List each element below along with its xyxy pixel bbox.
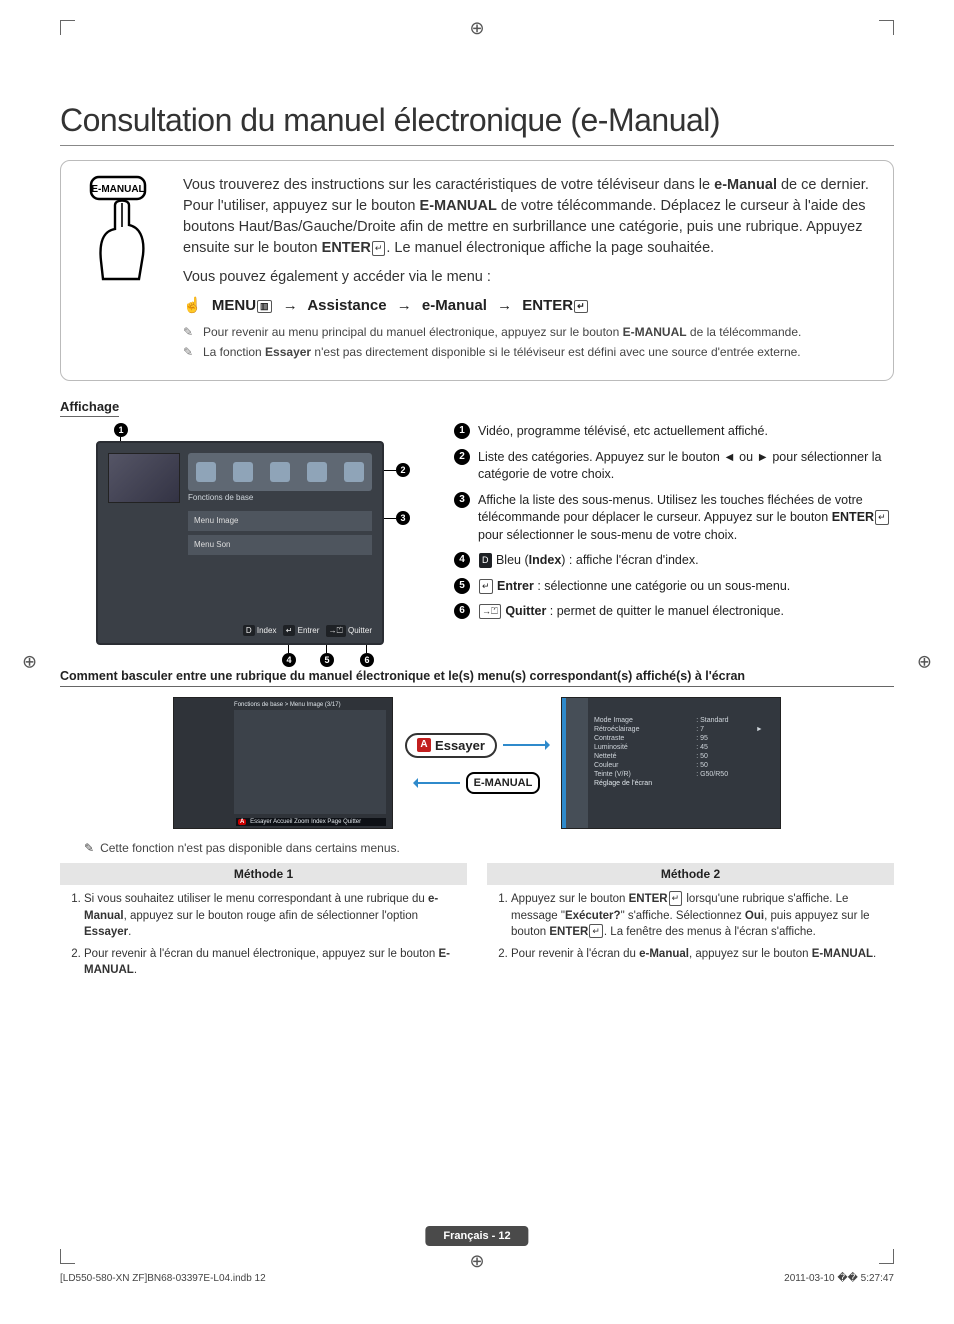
tv-thumbnail (108, 453, 180, 503)
arrow-right-icon (503, 744, 549, 746)
intro-text: Vous trouverez des instructions sur les … (183, 175, 869, 364)
mini-settings-table: Mode Image: Standard Rétroéclairage: 7► … (592, 716, 772, 788)
page-number-badge: Français - 12 (425, 1226, 528, 1246)
callout-4: 4D Bleu (Index) : affiche l'écran d'inde… (454, 552, 894, 570)
display-row: 1 2 3 4 5 6 Fonctions de base Menu Image… (60, 423, 894, 645)
callout-6: 6→⏍ Quitter : permet de quitter le manue… (454, 603, 894, 621)
red-a-icon: A (417, 738, 431, 752)
callout-1: 1Vidéo, programme télévisé, etc actuelle… (454, 423, 894, 441)
footer-file: [LD550-580-XN ZF]BN68-03397E-L04.indb 12 (60, 1273, 266, 1284)
arrow-left-icon (414, 782, 460, 784)
registration-mark-top: ⊕ (469, 18, 484, 39)
tv-submenu-1: Menu Image (188, 511, 372, 531)
title-rule (60, 145, 894, 146)
mini-emanual-screenshot: Fonctions de base > Menu Image (3/17) A … (173, 697, 393, 829)
method2-step2: Pour revenir à l'écran du e-Manual, appu… (511, 946, 894, 962)
tv-diagram-wrap: 1 2 3 4 5 6 Fonctions de base Menu Image… (60, 423, 420, 645)
menu-grid-icon: ▥ (257, 300, 272, 313)
intro-paragraph-2: Vous pouvez également y accéder via le m… (183, 267, 869, 288)
method1-header: Méthode 1 (60, 863, 467, 885)
method2-header: Méthode 2 (487, 863, 894, 885)
note-icon: ✎ (183, 344, 197, 360)
registration-mark-bottom: ⊕ (469, 1251, 484, 1272)
center-buttons: AEssayer E-MANUAL (405, 733, 549, 794)
page-title: Consultation du manuel électronique (e-M… (60, 102, 894, 139)
note-2: ✎ La fonction Essayer n'est pas directem… (183, 344, 869, 360)
enter-icon: ↵ (479, 579, 493, 594)
exit-icon: →⏍ (479, 604, 501, 619)
mini-tv-menu-screenshot: Mode Image: Standard Rétroéclairage: 7► … (561, 697, 781, 829)
methods-row: Si vous souhaitez utiliser le menu corre… (60, 891, 894, 983)
method-headers: Méthode 1 Méthode 2 (60, 863, 894, 885)
callout-3: 3Affiche la liste des sous-menus. Utilis… (454, 492, 894, 545)
marker-1: 1 (114, 423, 128, 437)
marker-4: 4 (282, 653, 296, 667)
registration-mark-right: ⊕ (917, 652, 932, 673)
d-key-icon: D (479, 553, 492, 568)
footer-timestamp: 2011-03-10 �� 5:27:47 (784, 1273, 894, 1284)
method2-step1: Appuyez sur le bouton ENTER↵ lorsqu'une … (511, 891, 894, 939)
tv-submenu-2: Menu Son (188, 535, 372, 555)
method1-col: Si vous souhaitez utiliser le menu corre… (60, 891, 467, 983)
crop-mark (879, 1249, 894, 1264)
registration-mark-left: ⊕ (22, 652, 37, 673)
enter-icon: ↵ (574, 300, 588, 313)
callout-list: 1Vidéo, programme télévisé, etc actuelle… (454, 423, 894, 629)
note-icon: ✎ (84, 841, 94, 855)
crop-mark (60, 20, 75, 35)
affichage-label: Affichage (60, 399, 119, 417)
switch-diagram: Fonctions de base > Menu Image (3/17) A … (60, 697, 894, 829)
enter-icon: ↵ (875, 510, 889, 525)
manual-page: ⊕ ⊕ ⊕ ⊕ Consultation du manuel électroni… (0, 0, 954, 1324)
emanual-pill: E-MANUAL (466, 772, 541, 794)
marker-6: 6 (360, 653, 374, 667)
marker-2: 2 (396, 463, 410, 477)
switch-heading: Comment basculer entre une rubrique du m… (60, 669, 894, 687)
tv-category-label: Fonctions de base (188, 493, 253, 502)
crop-mark (60, 1249, 75, 1264)
tv-screenshot: Fonctions de base Menu Image Menu Son D … (96, 441, 384, 645)
note-icon: ✎ (183, 324, 197, 340)
enter-icon: ↵ (372, 241, 386, 256)
marker-3: 3 (396, 511, 410, 525)
method1-step1: Si vous souhaitez utiliser le menu corre… (84, 891, 467, 939)
mini-note: ✎ Cette fonction n'est pas disponible da… (84, 841, 894, 855)
emanual-button-label: E-MANUAL (91, 184, 144, 195)
callout-2: 2Liste des catégories. Appuyez sur le bo… (454, 449, 894, 484)
crop-mark (879, 20, 894, 35)
arrow-icon: → (497, 297, 512, 314)
tv-footer: D Index ↵ Entrer →⏍ Quitter (239, 625, 372, 637)
arrow-icon: → (283, 297, 298, 314)
enter-icon: ↵ (589, 924, 603, 939)
mini-sidebar (562, 698, 588, 828)
callout-5: 5↵ Entrer : sélectionne une catégorie ou… (454, 578, 894, 596)
remote-hand-icon: E-MANUAL (85, 175, 163, 285)
hand-icon: ☝ (183, 297, 202, 314)
intro-card: E-MANUAL Vous trouverez des instructions… (60, 160, 894, 381)
enter-icon: ↵ (669, 891, 683, 906)
print-footer: [LD550-580-XN ZF]BN68-03397E-L04.indb 12… (60, 1273, 894, 1284)
note-1: ✎ Pour revenir au menu principal du manu… (183, 324, 869, 340)
essayer-pill: AEssayer (405, 733, 497, 758)
tv-category-bar (188, 453, 372, 491)
marker-5: 5 (320, 653, 334, 667)
arrow-icon: → (397, 297, 412, 314)
menu-path: ☝ MENU▥ → Assistance → e-Manual → ENTER↵ (183, 296, 869, 314)
method1-step2: Pour revenir à l'écran du manuel électro… (84, 946, 467, 978)
method2-col: Appuyez sur le bouton ENTER↵ lorsqu'une … (487, 891, 894, 983)
intro-paragraph-1: Vous trouverez des instructions sur les … (183, 175, 869, 259)
